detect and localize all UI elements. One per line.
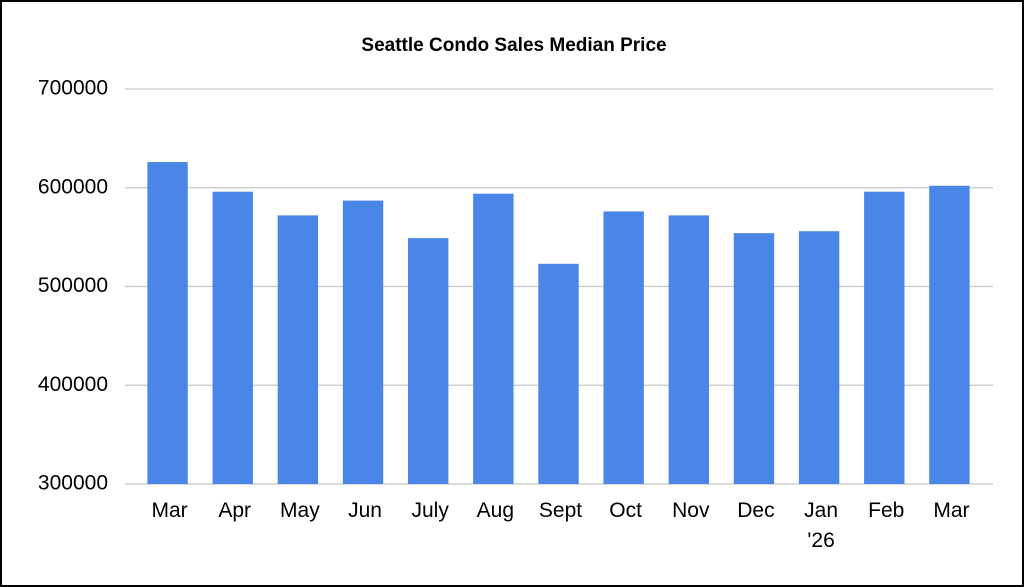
- bar: [473, 193, 514, 485]
- y-tick-label: 500000: [38, 274, 108, 297]
- x-tick-label: May: [280, 499, 320, 522]
- x-tick-label: Mar: [151, 499, 188, 522]
- bar: [668, 215, 710, 484]
- x-tick-label: Jun: [348, 499, 382, 522]
- x-tick-label: Jan '26: [804, 499, 839, 552]
- x-tick-label: Sept: [538, 499, 583, 522]
- x-tick-label: Apr: [218, 499, 252, 522]
- bar: [407, 238, 449, 484]
- x-tick-label: July: [411, 499, 449, 522]
- bar: [603, 211, 644, 484]
- x-tick-label: Aug: [476, 499, 515, 522]
- bar: [277, 215, 319, 484]
- y-tick-label: 600000: [38, 175, 108, 198]
- bar: [538, 263, 579, 484]
- bar: [342, 200, 384, 484]
- y-tick-label: 300000: [38, 472, 108, 495]
- bar: [864, 191, 905, 484]
- x-tick-label: Mar: [933, 499, 970, 522]
- bar: [929, 185, 970, 484]
- bar: [212, 191, 253, 484]
- x-tick-label: Oct: [609, 499, 642, 522]
- x-tick-label: Nov: [672, 499, 710, 522]
- bar: [733, 233, 775, 484]
- bar: [147, 162, 188, 484]
- x-tick-label: Dec: [737, 499, 775, 522]
- x-tick-label: Feb: [868, 499, 905, 522]
- chart-title: Seattle Condo Sales Median Price: [361, 35, 666, 56]
- y-tick-label: 700000: [38, 77, 108, 100]
- y-tick-label: 400000: [38, 373, 108, 396]
- bar: [798, 231, 840, 484]
